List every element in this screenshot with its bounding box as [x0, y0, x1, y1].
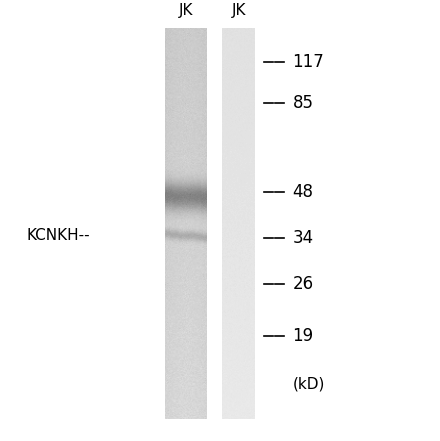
- Text: JK: JK: [231, 3, 246, 18]
- Text: 85: 85: [293, 94, 314, 112]
- Text: JK: JK: [179, 3, 193, 18]
- Text: 48: 48: [293, 183, 314, 202]
- Text: 34: 34: [293, 229, 314, 247]
- Text: (kD): (kD): [293, 377, 325, 392]
- Text: KCNKH--: KCNKH--: [26, 228, 90, 243]
- Text: 26: 26: [293, 275, 314, 293]
- Text: 19: 19: [293, 327, 314, 345]
- Text: 117: 117: [293, 52, 324, 71]
